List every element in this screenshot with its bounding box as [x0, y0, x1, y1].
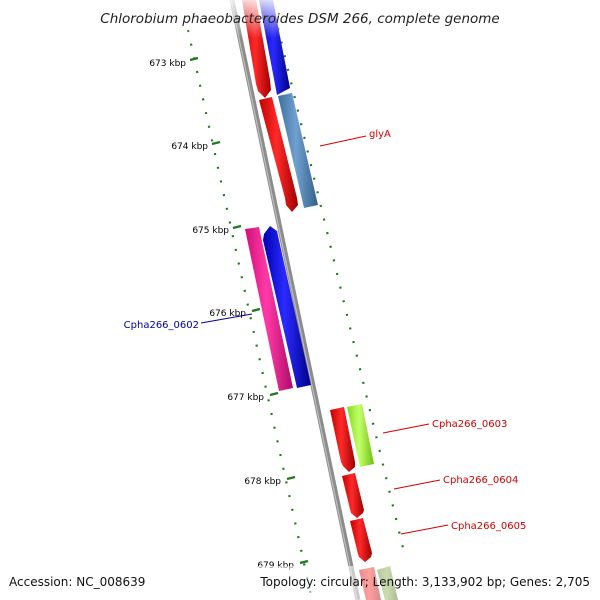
gene-arrow-Cpha266_0605[interactable] — [350, 518, 372, 562]
topology-text: Topology: circular; Length: 3,133,902 bp… — [259, 575, 590, 589]
gene-arrow-Cpha266_0602[interactable] — [245, 227, 293, 391]
gene-arrow-glyA[interactable] — [278, 93, 318, 208]
tick-label: 675 kbp — [192, 226, 229, 236]
gene-arrow-Cpha266_0603[interactable] — [347, 404, 374, 467]
leader-line-Cpha266_0604 — [393, 479, 441, 490]
tick-mark-677 — [269, 391, 279, 397]
gene-label-glyA[interactable]: glyA — [369, 129, 391, 140]
genome-backbone — [229, 0, 361, 600]
gene-arrow-blue[interactable] — [263, 226, 311, 388]
gene-features — [242, 0, 398, 600]
tick-label: 678 kbp — [244, 477, 281, 487]
gene-label-Cpha266_0602[interactable]: Cpha266_0602 — [124, 320, 199, 331]
gene-label-Cpha266_0605[interactable]: Cpha266_0605 — [451, 521, 526, 532]
gene-arrow-red[interactable] — [259, 97, 298, 212]
genome-backbone-highlight — [230, 0, 358, 600]
tick-label: 676 kbp — [209, 309, 246, 319]
scale-ticks — [189, 56, 309, 565]
gene-label-Cpha266_0603[interactable]: Cpha266_0603 — [432, 419, 507, 430]
gene-label-Cpha266_0604[interactable]: Cpha266_0604 — [443, 475, 518, 486]
leader-line-Cpha266_0602 — [200, 313, 253, 324]
label-leaders — [200, 135, 449, 535]
tick-label: 673 kbp — [149, 59, 186, 69]
tick-mark-679 — [299, 559, 309, 565]
tick-mark-676 — [251, 307, 261, 313]
tick-mark-678 — [286, 475, 296, 481]
bottom-fade — [0, 566, 600, 600]
tick-mark-673 — [189, 56, 199, 62]
tick-label: 674 kbp — [171, 142, 208, 152]
gene-arrow-Cpha266_0604[interactable] — [342, 473, 364, 518]
map-title: Chlorobium phaeobacteroides DSM 266, com… — [100, 11, 499, 27]
tick-mark-675 — [232, 224, 242, 230]
gene-arrow-red[interactable] — [330, 407, 355, 472]
leader-line-Cpha266_0603 — [382, 423, 430, 434]
leader-line-Cpha266_0605 — [400, 524, 449, 535]
top-fade — [0, 0, 600, 38]
outer-track — [276, 27, 406, 553]
leader-line-glyA — [319, 135, 367, 147]
tick-mark-674 — [211, 140, 221, 146]
accession-text: Accession: NC_008639 — [9, 575, 145, 589]
tick-label: 677 kbp — [227, 393, 264, 403]
